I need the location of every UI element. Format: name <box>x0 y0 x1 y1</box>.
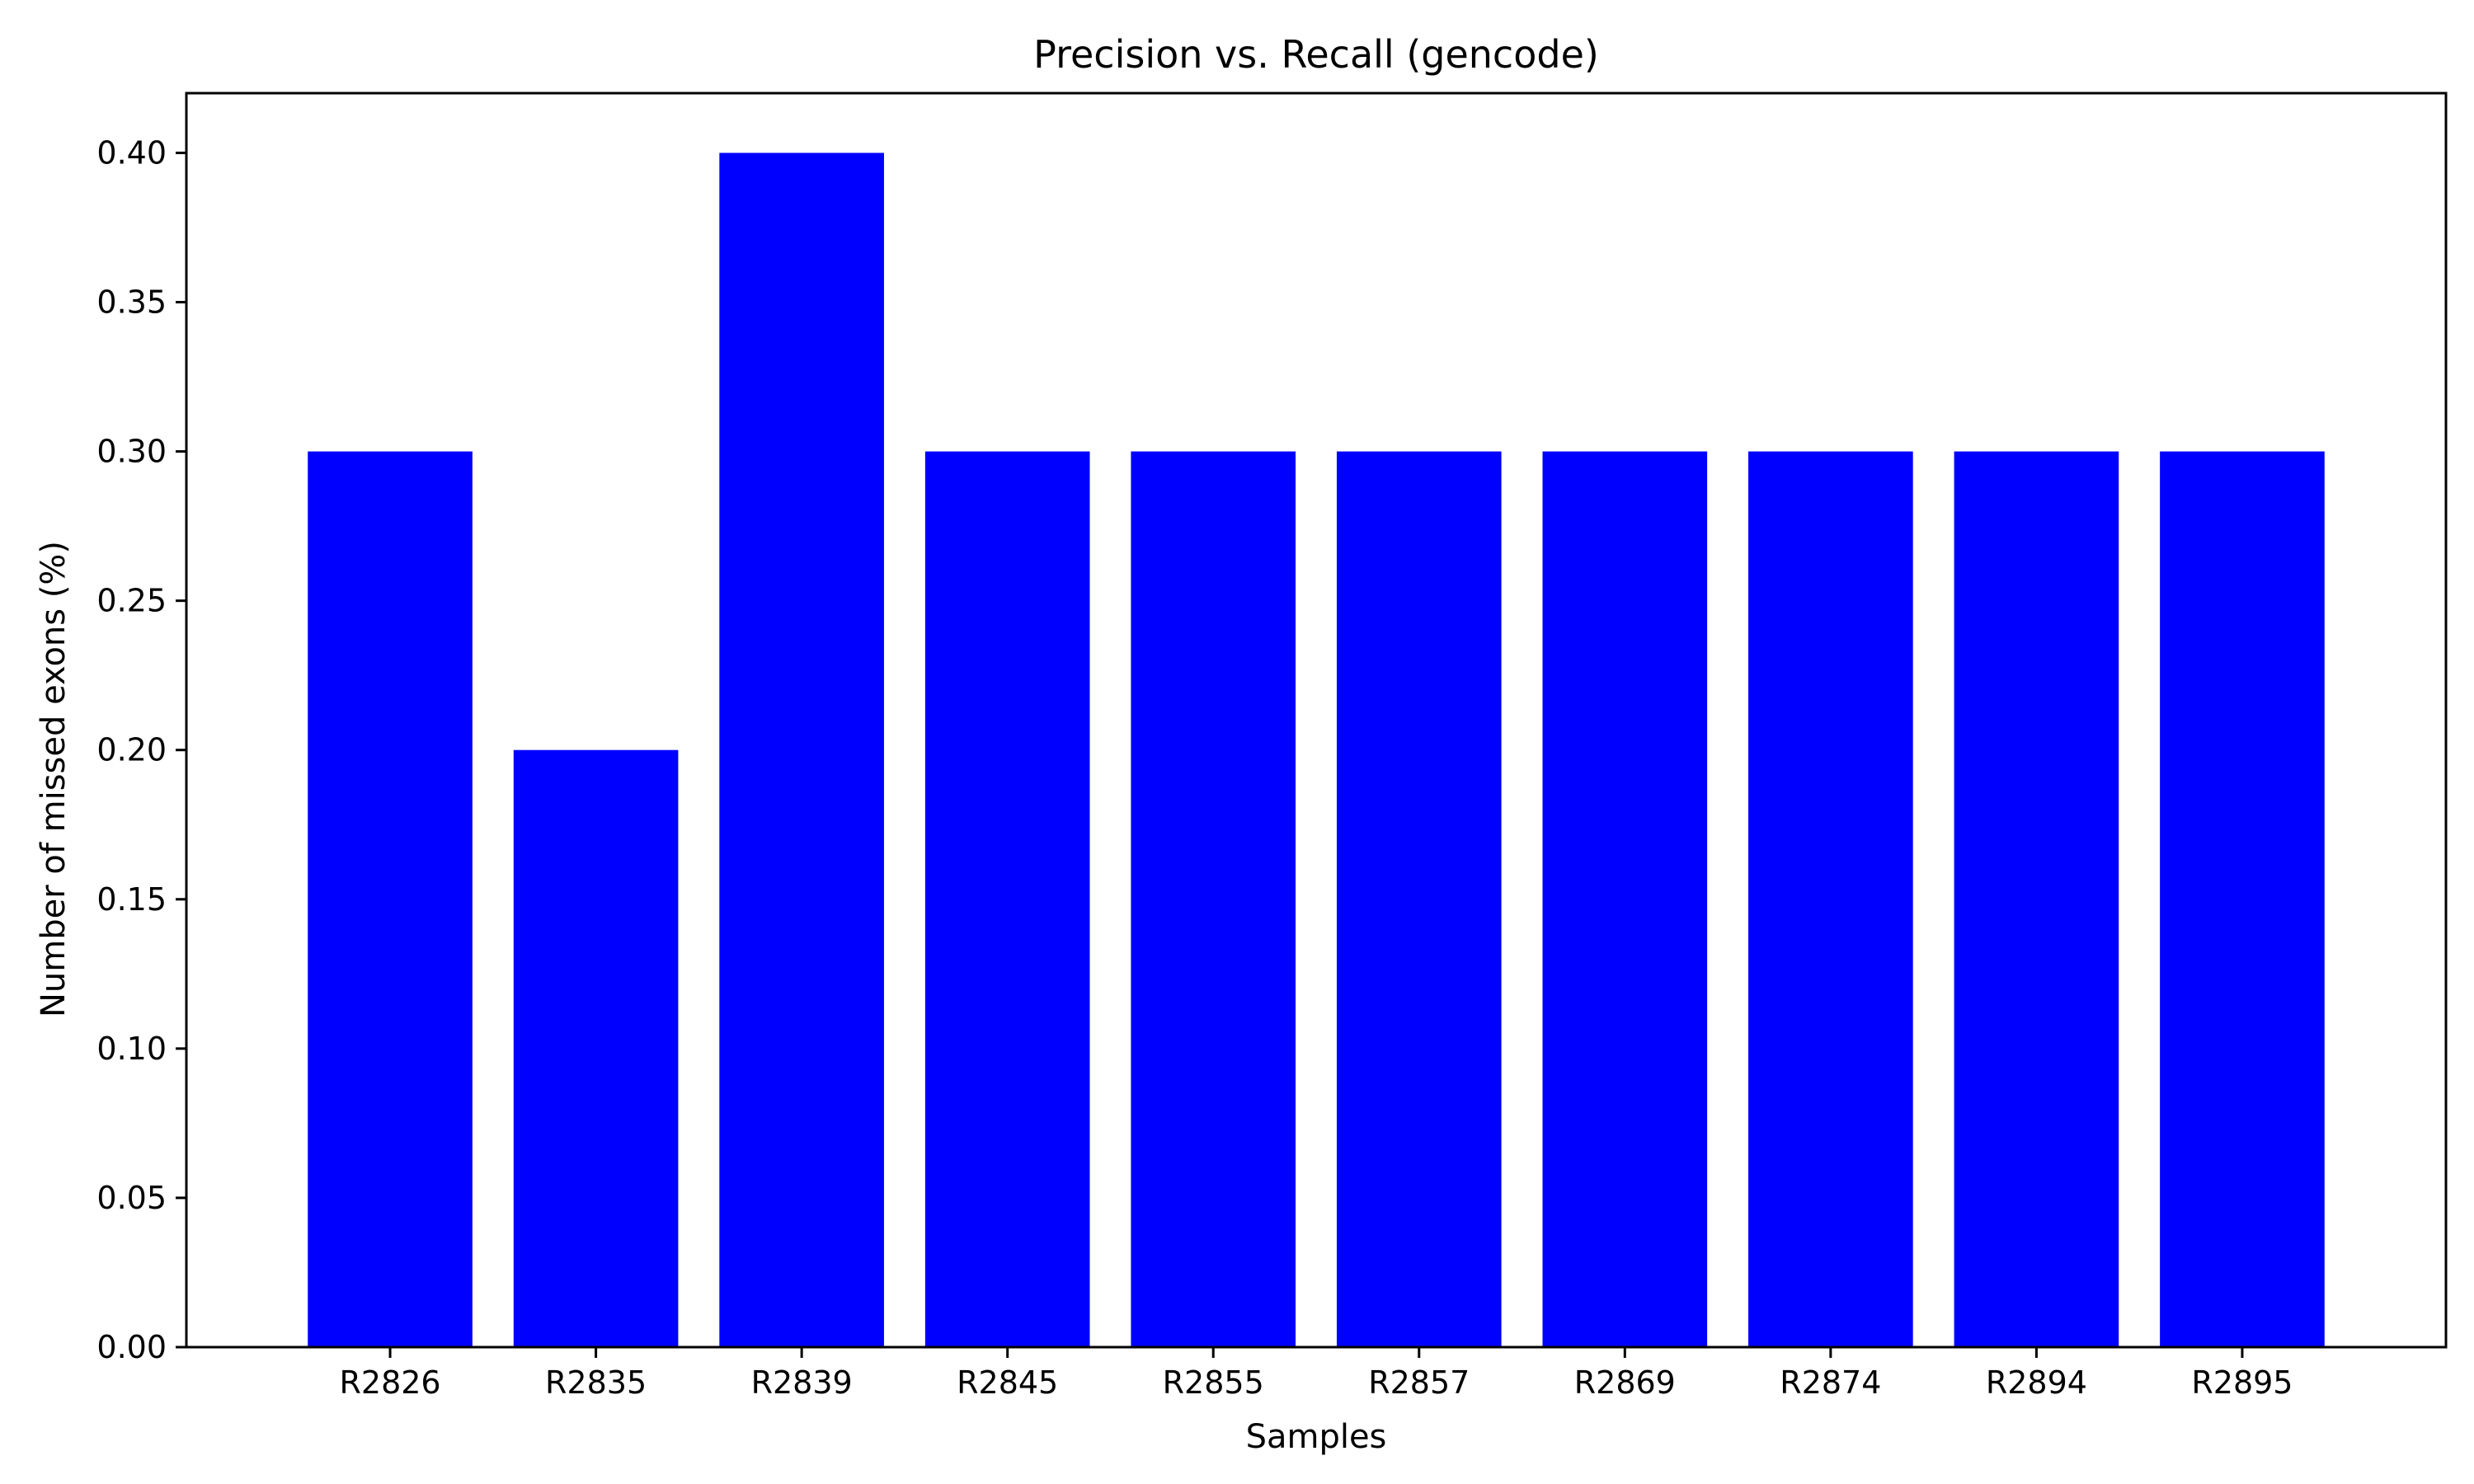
bar-R2895 <box>2160 451 2325 1347</box>
y-tick-label: 0.15 <box>96 881 167 918</box>
y-axis-label: Number of missed exons (%) <box>35 541 73 1017</box>
x-tick-label: R2894 <box>1986 1364 2087 1401</box>
y-tick-label: 0.20 <box>96 732 167 768</box>
y-tick-label: 0.00 <box>96 1329 167 1365</box>
x-tick-label: R2845 <box>957 1364 1058 1401</box>
y-tick-label: 0.10 <box>96 1031 167 1067</box>
x-tick-label: R2839 <box>751 1364 853 1401</box>
x-tick-label: R2835 <box>545 1364 647 1401</box>
bar-R2826 <box>308 451 473 1347</box>
y-axis-ticks: 0.00 0.05 0.10 0.15 0.20 0.25 0.30 0.35 0.40 <box>96 134 186 1365</box>
bar-R2855 <box>1131 451 1296 1347</box>
bar-R2857 <box>1336 451 1502 1347</box>
y-tick-label: 0.25 <box>96 583 167 619</box>
bar-R2845 <box>924 451 1090 1347</box>
x-tick-label: R2874 <box>1780 1364 1881 1401</box>
bar-R2874 <box>1748 451 1913 1347</box>
x-tick-label: R2895 <box>2191 1364 2293 1401</box>
bars-group <box>308 153 2325 1347</box>
bar-R2894 <box>1954 451 2119 1347</box>
x-tick-label: R2855 <box>1163 1364 1264 1401</box>
y-tick-label: 0.30 <box>96 434 167 470</box>
bar-R2839 <box>719 153 884 1347</box>
x-axis-label: Samples <box>1246 1418 1387 1456</box>
y-tick-label: 0.35 <box>96 284 167 321</box>
x-tick-label: R2869 <box>1574 1364 1676 1401</box>
x-axis-ticks: R2826 R2835 R2839 R2845 R2855 R2857 R2869 R2874… <box>339 1347 2293 1401</box>
y-tick-label: 0.40 <box>96 134 167 171</box>
plot-frame <box>185 92 2448 1349</box>
chart-title: Precision vs. Recall (gencode) <box>1033 32 1599 77</box>
x-tick-label: R2826 <box>339 1364 440 1401</box>
x-tick-label: R2857 <box>1368 1364 1470 1401</box>
bar-R2869 <box>1542 451 1708 1347</box>
y-tick-label: 0.05 <box>96 1180 167 1216</box>
bar-R2835 <box>513 749 679 1347</box>
